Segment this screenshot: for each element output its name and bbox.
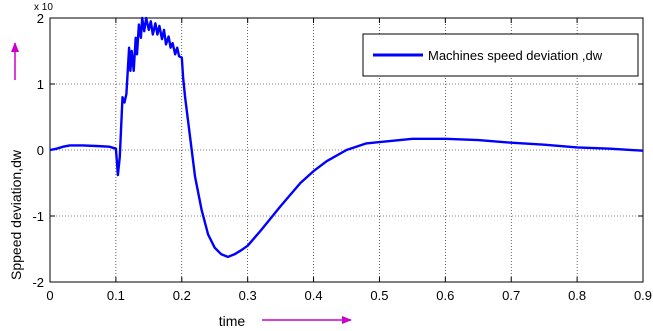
axis-ticks: 0 0.1 0.2 0.3 0.4 0.5 0.6 0.7 0.8 0.9 -2 -1 0 1 2 (32, 11, 652, 303)
y-tick-label: 2 (37, 11, 44, 26)
y-tick-label: 0 (37, 143, 44, 158)
y-tick-label: -2 (32, 275, 44, 290)
x-tick-label: 0.9 (634, 288, 652, 303)
x-tick-label: 0.7 (502, 288, 520, 303)
y-axis-title: Sppeed deviation,dw (8, 149, 24, 280)
x-tick-label: 0.6 (436, 288, 454, 303)
series-line (49, 16, 644, 259)
x-tick-label: 0.1 (107, 288, 125, 303)
x-tick-label: 0 (46, 288, 53, 303)
series-layer (49, 16, 644, 259)
y-tick-label: 1 (37, 77, 44, 92)
x-tick-label: 0.4 (305, 288, 323, 303)
legend: Machines speed deviation ,dw (362, 33, 639, 77)
x-tick-label: 0.5 (370, 288, 388, 303)
x-tick-label: 0.2 (173, 288, 191, 303)
x-tick-label: 0.3 (239, 288, 257, 303)
legend-label: Machines speed deviation ,dw (428, 48, 603, 63)
x-axis-title: time (219, 313, 246, 329)
y-axis-exponent-label: x 10 (34, 2, 53, 13)
y-tick-label: -1 (32, 209, 44, 224)
grid-lines (50, 18, 643, 282)
x-tick-label: 0.8 (568, 288, 586, 303)
